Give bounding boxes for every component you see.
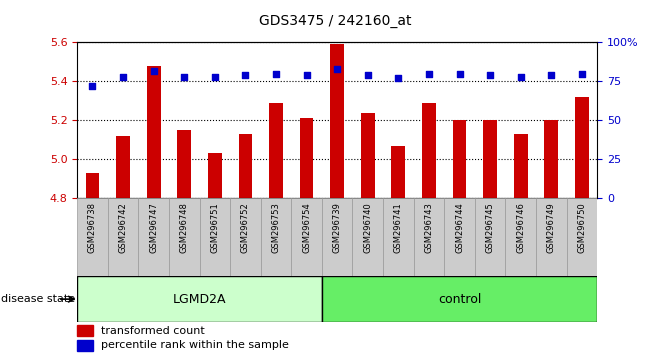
Text: GSM296744: GSM296744 bbox=[455, 202, 464, 253]
FancyBboxPatch shape bbox=[352, 198, 383, 276]
FancyBboxPatch shape bbox=[383, 198, 413, 276]
Text: GSM296749: GSM296749 bbox=[547, 202, 556, 253]
FancyBboxPatch shape bbox=[230, 198, 261, 276]
FancyBboxPatch shape bbox=[536, 198, 566, 276]
Bar bbox=[269, 103, 283, 198]
Text: GSM296751: GSM296751 bbox=[210, 202, 219, 253]
Bar bbox=[422, 103, 436, 198]
Text: GDS3475 / 242160_at: GDS3475 / 242160_at bbox=[259, 14, 412, 28]
Text: GSM296742: GSM296742 bbox=[119, 202, 127, 253]
Text: GSM296739: GSM296739 bbox=[333, 202, 342, 253]
Text: transformed count: transformed count bbox=[101, 326, 204, 336]
Text: GSM296743: GSM296743 bbox=[425, 202, 433, 253]
FancyBboxPatch shape bbox=[566, 198, 597, 276]
Text: GSM296753: GSM296753 bbox=[272, 202, 280, 253]
Bar bbox=[391, 145, 405, 198]
Bar bbox=[544, 120, 558, 198]
Text: GSM296752: GSM296752 bbox=[241, 202, 250, 253]
Bar bbox=[300, 118, 313, 198]
Point bbox=[576, 71, 587, 76]
Point bbox=[87, 83, 98, 89]
FancyBboxPatch shape bbox=[169, 198, 199, 276]
Bar bbox=[77, 340, 93, 351]
Bar bbox=[177, 130, 191, 198]
Bar bbox=[77, 325, 93, 336]
Point bbox=[332, 66, 343, 72]
Bar bbox=[116, 136, 130, 198]
Text: LGMD2A: LGMD2A bbox=[172, 293, 226, 306]
Bar bbox=[330, 45, 344, 198]
Text: control: control bbox=[438, 293, 481, 306]
Text: GSM296745: GSM296745 bbox=[486, 202, 495, 253]
Point bbox=[454, 71, 465, 76]
Point bbox=[148, 68, 159, 73]
Point bbox=[546, 72, 557, 78]
FancyBboxPatch shape bbox=[77, 198, 108, 276]
Text: GSM296754: GSM296754 bbox=[302, 202, 311, 253]
Text: disease state: disease state bbox=[1, 294, 75, 304]
Bar bbox=[208, 153, 221, 198]
FancyBboxPatch shape bbox=[322, 198, 352, 276]
Point bbox=[240, 72, 251, 78]
FancyBboxPatch shape bbox=[199, 198, 230, 276]
FancyBboxPatch shape bbox=[444, 198, 475, 276]
Point bbox=[179, 74, 190, 80]
FancyBboxPatch shape bbox=[413, 198, 444, 276]
Text: GSM296747: GSM296747 bbox=[149, 202, 158, 253]
Bar bbox=[147, 66, 160, 198]
Bar bbox=[361, 113, 374, 198]
Text: GSM296746: GSM296746 bbox=[516, 202, 525, 253]
Point bbox=[301, 72, 312, 78]
Text: GSM296738: GSM296738 bbox=[88, 202, 97, 253]
Point bbox=[423, 71, 434, 76]
FancyBboxPatch shape bbox=[505, 198, 536, 276]
FancyBboxPatch shape bbox=[77, 276, 322, 322]
Bar bbox=[453, 120, 466, 198]
Bar bbox=[238, 134, 252, 198]
Bar bbox=[483, 120, 497, 198]
Point bbox=[270, 71, 281, 76]
FancyBboxPatch shape bbox=[138, 198, 169, 276]
Point bbox=[393, 75, 404, 81]
FancyBboxPatch shape bbox=[108, 198, 138, 276]
FancyBboxPatch shape bbox=[291, 198, 322, 276]
FancyBboxPatch shape bbox=[475, 198, 505, 276]
Point bbox=[515, 74, 526, 80]
Point bbox=[362, 72, 373, 78]
Text: percentile rank within the sample: percentile rank within the sample bbox=[101, 340, 289, 350]
FancyBboxPatch shape bbox=[261, 198, 291, 276]
Point bbox=[117, 74, 128, 80]
FancyBboxPatch shape bbox=[322, 276, 597, 322]
Bar bbox=[514, 134, 527, 198]
Point bbox=[209, 74, 220, 80]
Point bbox=[484, 72, 495, 78]
Text: GSM296748: GSM296748 bbox=[180, 202, 189, 253]
Text: GSM296750: GSM296750 bbox=[577, 202, 586, 253]
Bar bbox=[575, 97, 588, 198]
Text: GSM296741: GSM296741 bbox=[394, 202, 403, 253]
Text: GSM296740: GSM296740 bbox=[363, 202, 372, 253]
Bar bbox=[86, 173, 99, 198]
